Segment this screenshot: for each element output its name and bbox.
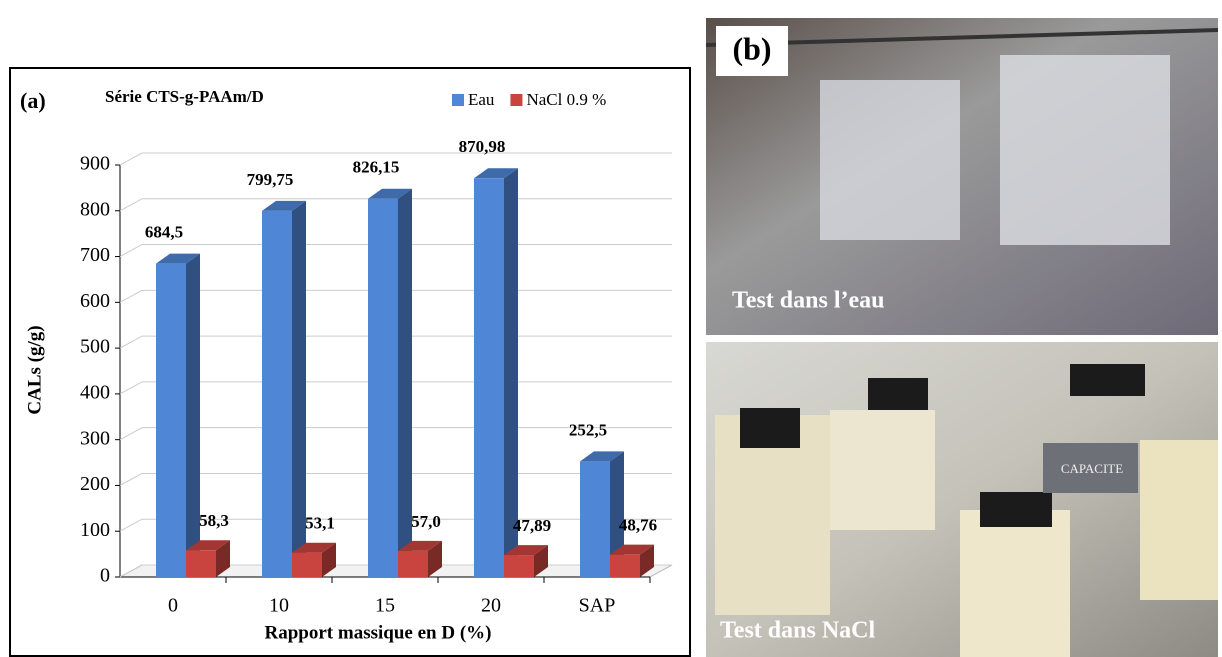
value-label: 870,98 bbox=[459, 137, 506, 156]
legend-swatch bbox=[510, 94, 522, 106]
value-label: 47,89 bbox=[513, 516, 551, 535]
clip bbox=[1070, 364, 1145, 396]
bar bbox=[186, 550, 216, 577]
legend-swatch bbox=[452, 94, 464, 106]
chart: (a) Série CTS-g-PAAm/D Rapport massique … bbox=[0, 0, 1222, 657]
bar bbox=[580, 461, 610, 577]
y-tick-label: 700 bbox=[80, 244, 110, 266]
sachet bbox=[830, 410, 935, 530]
y-tick-label: 900 bbox=[80, 153, 110, 175]
sachet bbox=[1140, 440, 1218, 600]
value-label: 684,5 bbox=[145, 223, 183, 242]
clip bbox=[980, 492, 1052, 527]
photo-panel-label: (b) bbox=[732, 30, 771, 66]
bar-side bbox=[292, 201, 306, 577]
bar bbox=[262, 211, 292, 577]
y-tick-label: 800 bbox=[80, 198, 110, 220]
x-tick-label: SAP bbox=[579, 595, 616, 617]
y-tick-label: 600 bbox=[80, 290, 110, 312]
value-label: 48,76 bbox=[619, 516, 657, 535]
x-tick-label: 15 bbox=[375, 595, 395, 617]
x-tick-label: 20 bbox=[481, 595, 501, 617]
value-label: 826,15 bbox=[353, 158, 400, 177]
sachet bbox=[1000, 55, 1170, 245]
chart-title: Série CTS-g-PAAm/D bbox=[105, 87, 264, 106]
legend-label: NaCl 0.9 % bbox=[526, 90, 606, 109]
clip bbox=[868, 378, 928, 410]
value-label: 58,3 bbox=[199, 511, 229, 530]
legend-label: Eau bbox=[468, 90, 495, 109]
figure: (a) Série CTS-g-PAAm/D Rapport massique … bbox=[0, 0, 1222, 657]
bar-side bbox=[186, 254, 200, 577]
sign-text: CAPACITE bbox=[1061, 461, 1123, 476]
y-tick-label: 500 bbox=[80, 336, 110, 358]
y-tick-label: 200 bbox=[80, 473, 110, 495]
bar bbox=[610, 555, 640, 577]
photo-caption: Test dans NaCl bbox=[720, 618, 875, 644]
x-tick-label: 0 bbox=[168, 595, 178, 617]
bar-side bbox=[398, 189, 412, 577]
y-axis-label: CALs (g/g) bbox=[24, 325, 45, 414]
y-tick-label: 300 bbox=[80, 427, 110, 449]
y-tick-label: 400 bbox=[80, 381, 110, 403]
bar bbox=[474, 178, 504, 577]
bar bbox=[368, 199, 398, 577]
bar bbox=[504, 555, 534, 577]
x-axis-label: Rapport massique en D (%) bbox=[265, 622, 492, 643]
clip bbox=[740, 408, 800, 448]
sachet bbox=[820, 80, 960, 240]
bar bbox=[156, 264, 186, 577]
y-tick-label: 0 bbox=[100, 565, 110, 587]
value-label: 799,75 bbox=[247, 170, 294, 189]
photo-caption: Test dans l’eau bbox=[732, 288, 884, 314]
x-tick-label: 10 bbox=[269, 595, 289, 617]
bar bbox=[292, 553, 322, 577]
y-tick-label: 100 bbox=[80, 519, 110, 541]
sachet bbox=[960, 510, 1070, 657]
bar bbox=[398, 551, 428, 577]
panel-label: (a) bbox=[20, 88, 46, 113]
value-label: 53,1 bbox=[305, 514, 335, 533]
value-label: 252,5 bbox=[569, 420, 607, 439]
value-label: 57,0 bbox=[411, 512, 441, 531]
